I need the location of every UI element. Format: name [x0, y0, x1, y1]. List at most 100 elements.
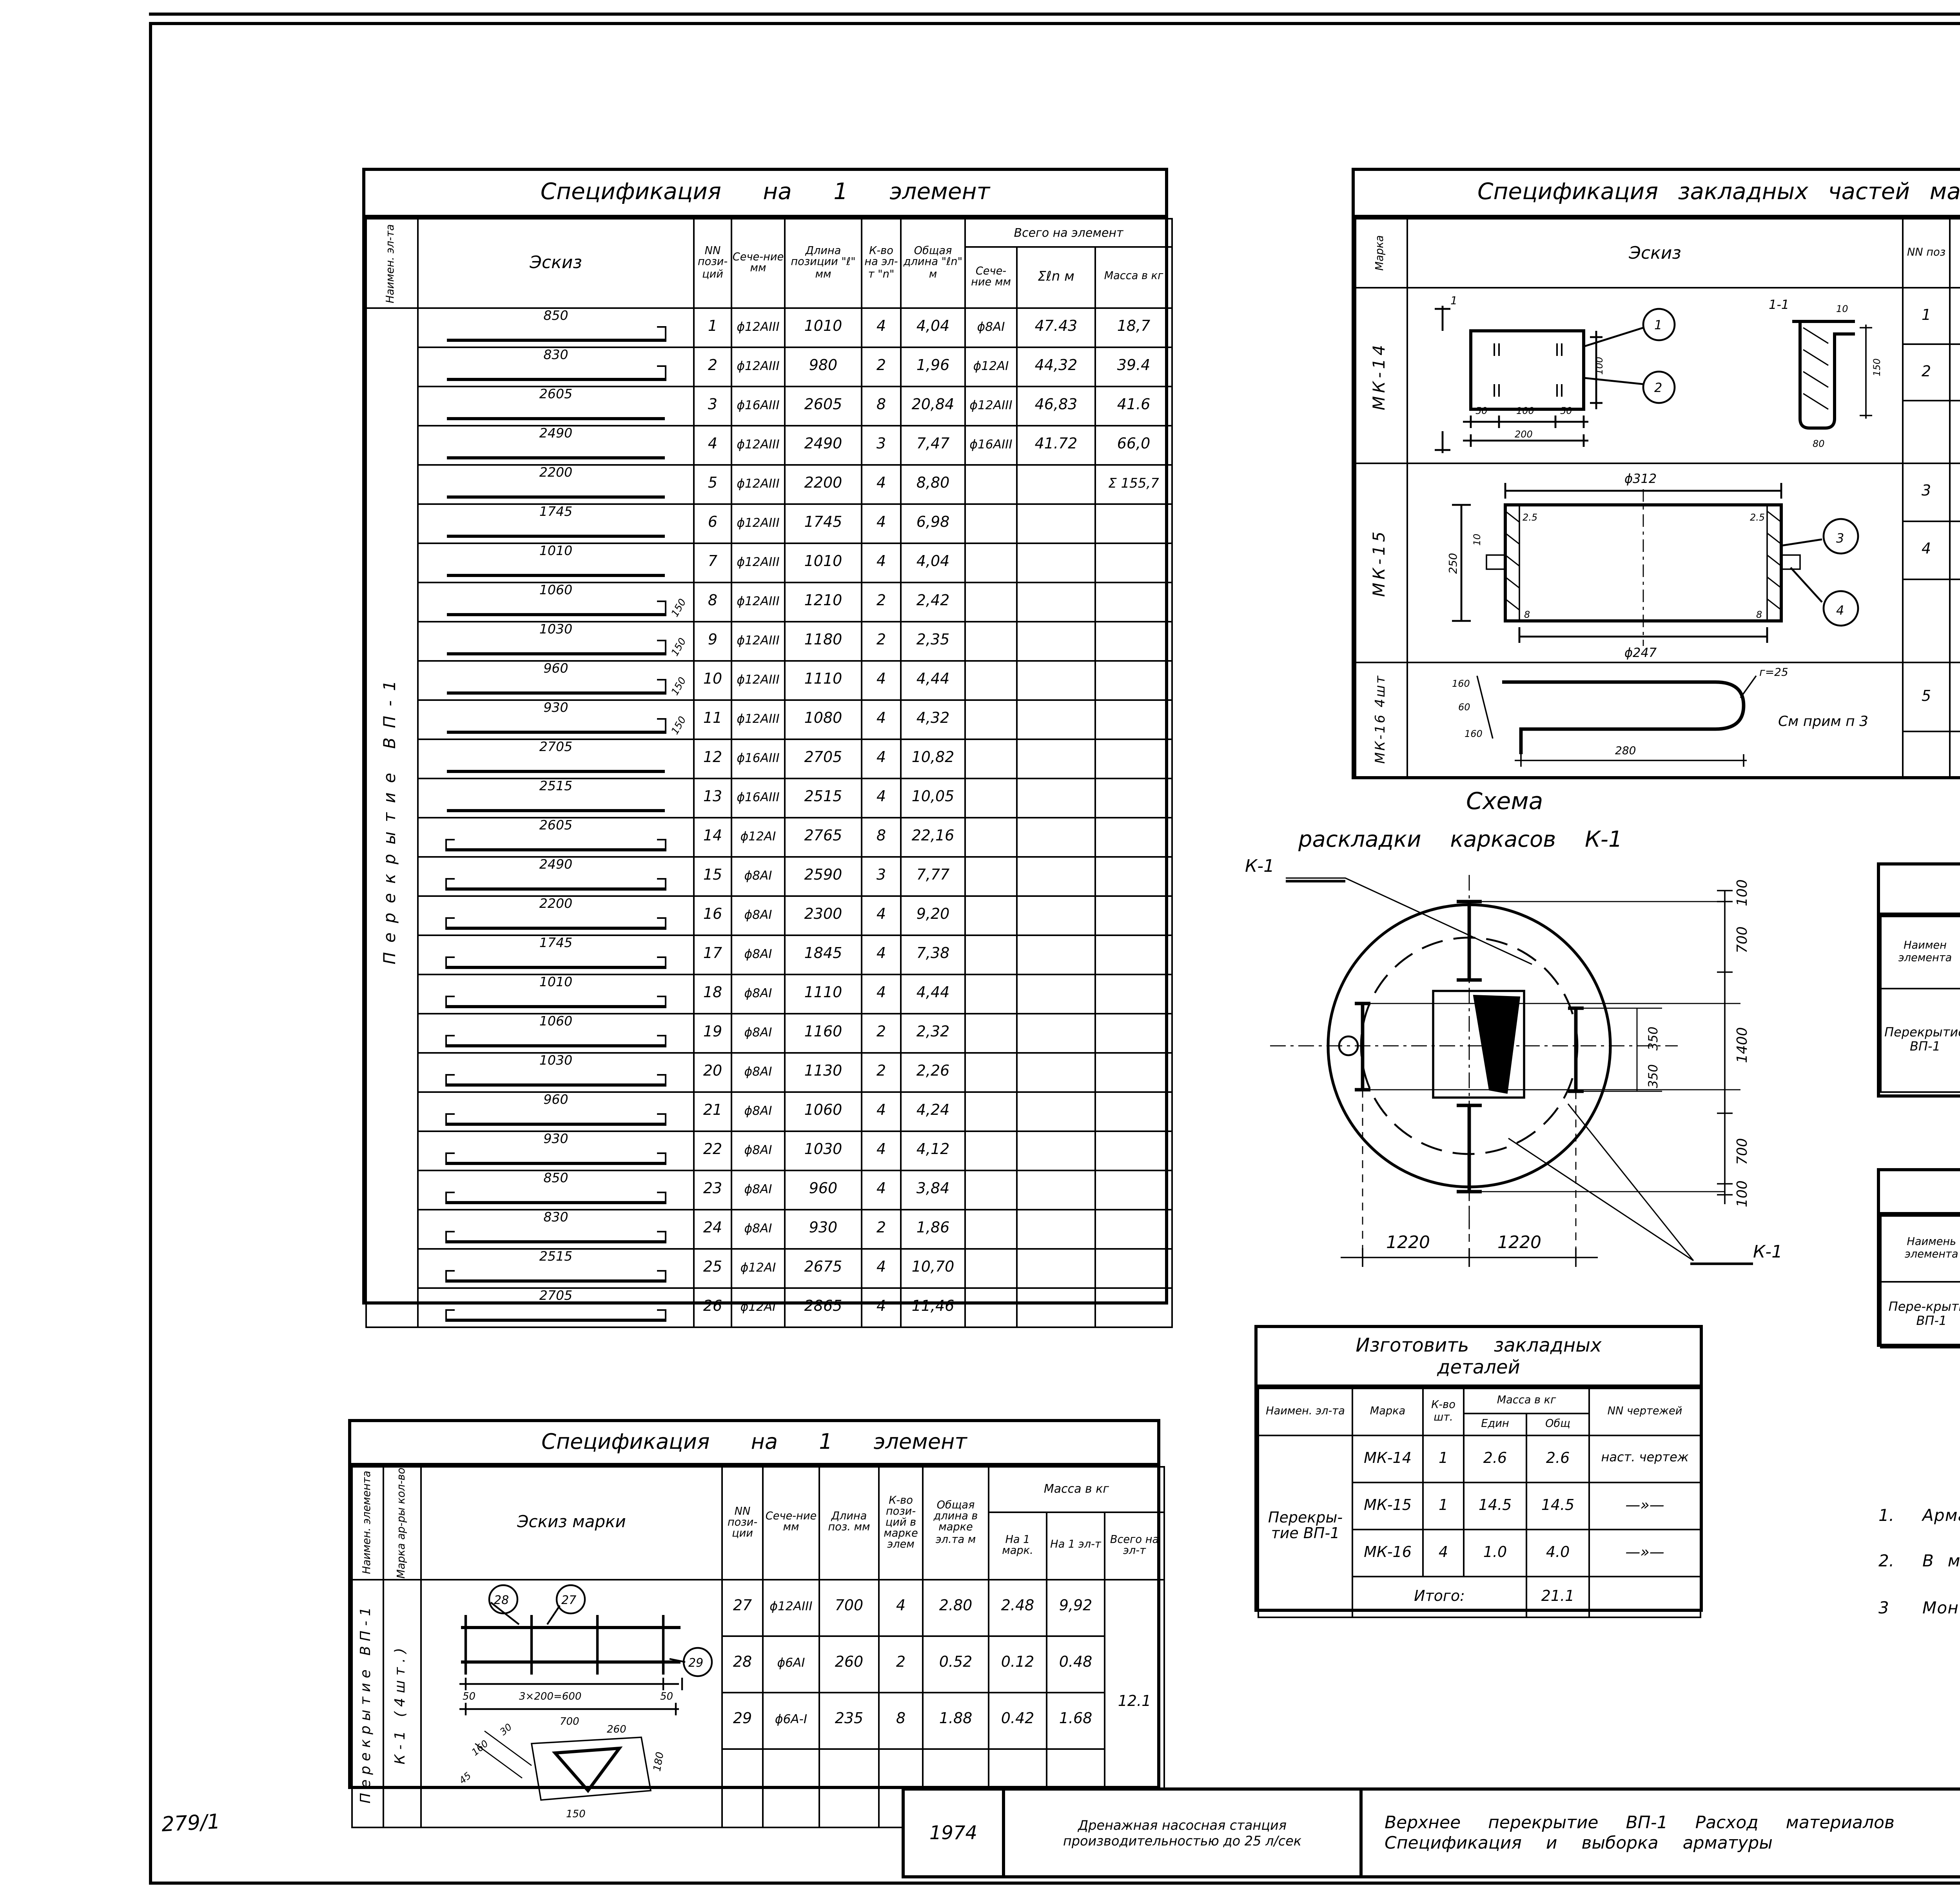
- spec1-t-mass: 41.6: [1094, 386, 1173, 426]
- spec1-sect: ϕ16AIII: [731, 386, 786, 426]
- spec2-sect: -б=10: [1949, 520, 1960, 580]
- bar-dimension: 2515: [539, 778, 573, 793]
- spec3-sect: ϕ6A-I: [762, 1691, 820, 1750]
- bar-line: [445, 1069, 666, 1087]
- izgotovit-itogo-empty: [1588, 1576, 1702, 1618]
- spec1-t-sect: [964, 817, 1018, 858]
- spec1-t-sum: [1016, 582, 1096, 622]
- bar-dimension: 1030: [539, 622, 573, 637]
- spec1-h-vsego: Всего на элемент: [964, 218, 1173, 248]
- spec1-len: 1180: [784, 621, 862, 662]
- spec1-pos: 17: [693, 934, 732, 975]
- vyborka-title: Выборка арматуры по диаметрам: [1880, 1171, 1960, 1215]
- izgotovit-obshch: 4.0: [1525, 1529, 1590, 1577]
- bar-line: [445, 1265, 666, 1283]
- spec1-qty: 3: [861, 425, 902, 466]
- bar-sketch: 930: [419, 1131, 692, 1169]
- spec1-total-len: 4,04: [900, 307, 966, 348]
- spec3-h-kvo: К-во пози-ций в марке элем: [878, 1466, 924, 1580]
- svg-text:45: 45: [457, 1771, 473, 1787]
- spec2-table: Спецификация закладных частей материал: …: [1352, 168, 1960, 779]
- bar-line: [447, 521, 665, 538]
- spec1-t-sect: ϕ16AIII: [964, 425, 1018, 466]
- spec1-total-len: 4,04: [900, 543, 966, 583]
- izgotovit-nn: —»—: [1588, 1529, 1702, 1577]
- title-block-project: Дренажная насосная станция производитель…: [1005, 1791, 1363, 1875]
- hook-left-icon: [445, 1074, 455, 1087]
- svg-text:150: 150: [566, 1809, 586, 1820]
- izgotovit-nn: —»—: [1588, 1482, 1702, 1530]
- svg-text:1220: 1220: [1497, 1232, 1541, 1252]
- spec1-t-mass: [1094, 778, 1173, 818]
- spec1-sect: ϕ12AI: [731, 817, 786, 858]
- izgotovit-h-kvo: К-во шт.: [1422, 1388, 1465, 1436]
- izgotovit-h-marka: Марка: [1352, 1388, 1424, 1436]
- bar-line: [445, 991, 666, 1008]
- svg-text:80: 80: [1813, 437, 1825, 448]
- spec1-t-mass: [1094, 621, 1173, 662]
- spec1-t-sum: [1016, 934, 1096, 975]
- spec3-m1: 0.12: [988, 1635, 1047, 1693]
- spec1-total-len: 10,70: [900, 1248, 966, 1289]
- spec1-len: 1745: [784, 503, 862, 544]
- bar-dimension: 1060: [539, 1014, 573, 1029]
- bar-line: [447, 756, 665, 773]
- spec1-sect: ϕ12AIII: [731, 543, 786, 583]
- spec1-qty: 4: [861, 895, 902, 936]
- spec1-total-len: 6,98: [900, 503, 966, 544]
- spec1-pos: 6: [693, 503, 732, 544]
- spec1-qty: 4: [861, 503, 902, 544]
- bar-dimension: 2490: [539, 857, 573, 872]
- svg-text:180: 180: [651, 1751, 666, 1773]
- spec3-h-marka: Марка ар-ры кол-во: [383, 1466, 422, 1580]
- spec1-row: Перекрытие ВП-1 850 1 ϕ12AIII 1010 4 4,04 ϕ8AI 4…: [365, 307, 1173, 1328]
- svg-text:700: 700: [1734, 926, 1750, 953]
- spec1-total-len: 2,32: [900, 1013, 966, 1054]
- spec1-pos: 2: [693, 347, 732, 387]
- spec3-qty: 8: [878, 1691, 924, 1750]
- spec1-len: 1030: [784, 1130, 862, 1171]
- spec1-pos: 24: [693, 1209, 732, 1250]
- spec1-len: 1110: [784, 660, 862, 701]
- spec2-h-sect: Сечение мм: [1949, 218, 1960, 289]
- spec1-t-sect: [964, 778, 1018, 818]
- bar-sketch: 1745: [419, 935, 692, 973]
- spec1-sect: ϕ12AIII: [731, 660, 786, 701]
- svg-text:30: 30: [498, 1722, 514, 1738]
- spec1-row: 960 150 10 ϕ12AIII 1110 4 4,44: [366, 660, 1173, 701]
- spec1-pos: 23: [693, 1170, 732, 1210]
- spec3-qty: 4: [878, 1579, 924, 1637]
- izgotovit-h-massa: Масса в кг: [1463, 1388, 1590, 1414]
- spec2-sect: ϕ12AI: [1949, 661, 1960, 733]
- spec1-pos: 26: [693, 1287, 732, 1328]
- spec1-total-len: 8,80: [900, 464, 966, 505]
- svg-text:4: 4: [1836, 603, 1844, 618]
- rashod-row: Перекрытие ВП-1 200 1,21 60.3 117.5 — 21…: [1880, 988, 1960, 1093]
- spec3-m2: 0.48: [1046, 1635, 1105, 1693]
- spec3-h-eskiz: Эскиз марки: [420, 1466, 723, 1580]
- spec1-t-sum: [1016, 974, 1096, 1014]
- spec1-t-sum: [1016, 1209, 1096, 1250]
- bar-dimension: 1745: [539, 935, 573, 950]
- spec3-h-len: Длина поз. мм: [818, 1466, 880, 1580]
- spec1-qty: 2: [861, 1013, 902, 1054]
- spec1-t-mass: 66,0: [1094, 425, 1173, 466]
- spec1-eskiz-cell: 830: [417, 347, 695, 387]
- spec1-qty: 2: [861, 582, 902, 622]
- bar-line: [445, 1305, 666, 1322]
- spec1-eskiz-cell: 830: [417, 1209, 695, 1250]
- bar-dimension: 930: [543, 700, 568, 715]
- spec1-qty: 4: [861, 739, 902, 779]
- svg-text:29: 29: [688, 1657, 703, 1670]
- izgotovit-nn: наст. чертеж: [1588, 1435, 1702, 1483]
- bar-dimension: 930: [543, 1131, 568, 1146]
- bar-dimension: 830: [543, 1210, 568, 1225]
- vyborka-table: Выборка арматуры по диаметрам Наимень эл…: [1877, 1168, 1960, 1348]
- note-item: 2. В месте установки детали МК-15 стержн…: [1866, 1550, 1960, 1575]
- spec1-len: 1060: [784, 1091, 862, 1132]
- schema-title-2: раскладки каркасов К-1: [1298, 827, 1622, 852]
- svg-text:150: 150: [1871, 357, 1882, 376]
- spec1-t-sum: [1016, 660, 1096, 701]
- spec1-sect: ϕ8AI: [731, 1052, 786, 1093]
